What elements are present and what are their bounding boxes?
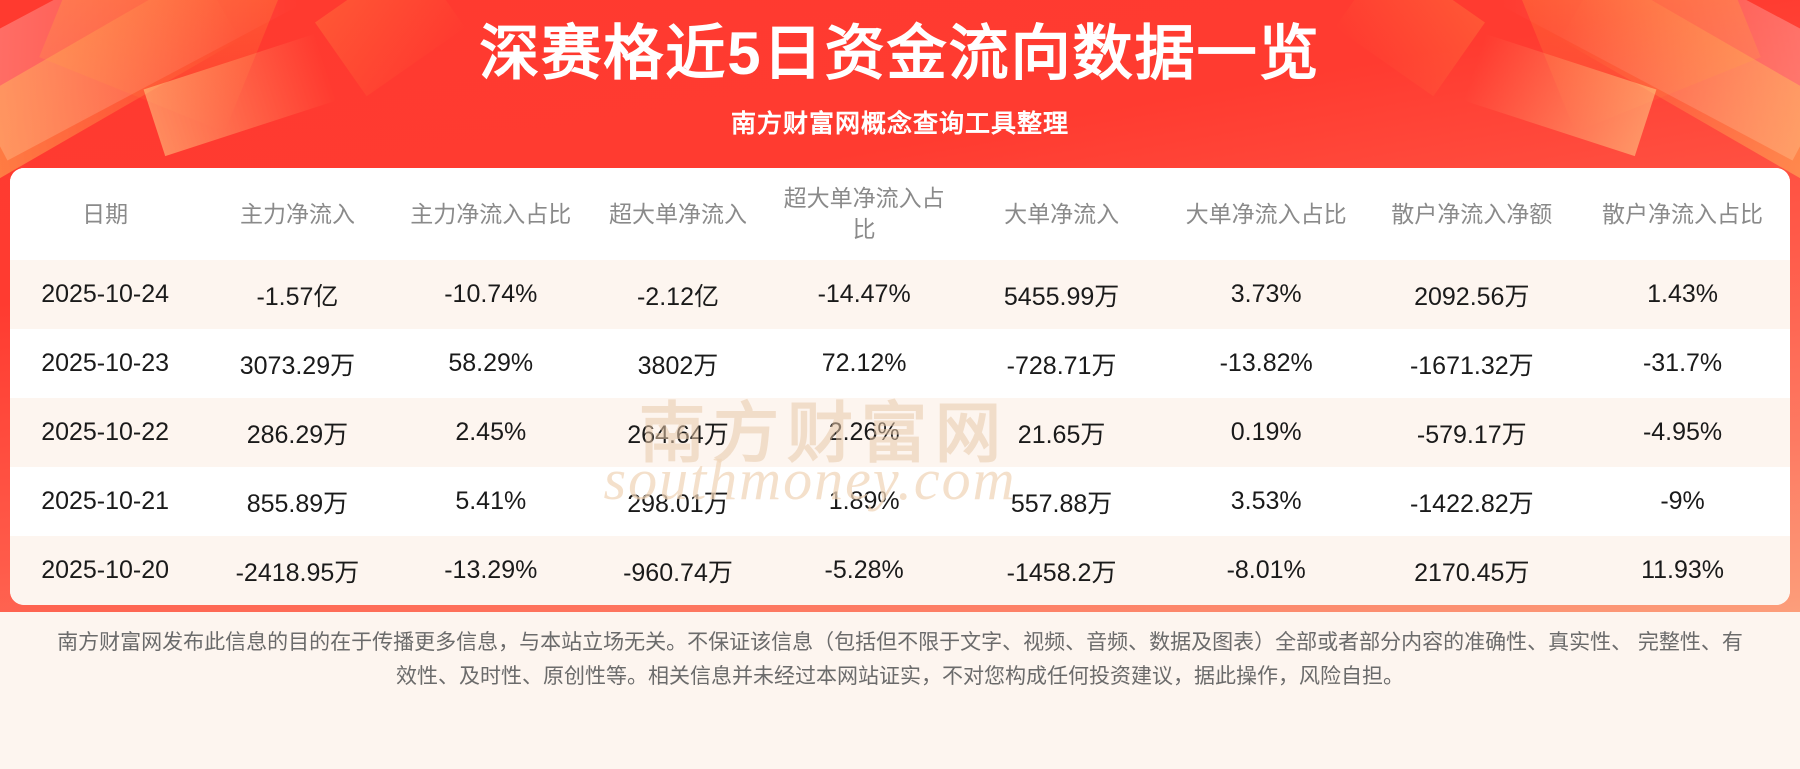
cell-xl-ratio: 2.26% bbox=[769, 398, 960, 467]
table-header-row: 日期 主力净流入 主力净流入占比 超大单净流入 超大单净流入占比 大单净流入 大… bbox=[10, 168, 1790, 260]
table-header: 日期 主力净流入 主力净流入占比 超大单净流入 超大单净流入占比 大单净流入 大… bbox=[10, 168, 1790, 260]
table-row: 2025-10-22 286.29万 2.45% 264.64万 2.26% 2… bbox=[10, 398, 1790, 467]
cell-xl-ratio: 72.12% bbox=[769, 329, 960, 398]
cell-large-net: 21.65万 bbox=[959, 398, 1164, 467]
footer-disclaimer: 南方财富网发布此信息的目的在于传播更多信息，与本站立场无关。不保证该信息（包括但… bbox=[0, 612, 1800, 769]
column-header-main-ratio: 主力净流入占比 bbox=[394, 168, 587, 260]
cell-retail-net: -1671.32万 bbox=[1368, 329, 1576, 398]
column-header-large-ratio: 大单净流入占比 bbox=[1163, 168, 1369, 260]
cell-retail-net: 2092.56万 bbox=[1368, 260, 1576, 329]
data-table-card: 日期 主力净流入 主力净流入占比 超大单净流入 超大单净流入占比 大单净流入 大… bbox=[10, 168, 1790, 605]
cell-xl-net: 298.01万 bbox=[586, 467, 770, 536]
cell-retail-net: -1422.82万 bbox=[1368, 467, 1576, 536]
cell-main-ratio: 5.41% bbox=[394, 467, 587, 536]
column-header-main-net: 主力净流入 bbox=[200, 168, 395, 260]
cell-retail-net: 2170.45万 bbox=[1368, 536, 1576, 605]
page-subtitle: 南方财富网概念查询工具整理 bbox=[730, 110, 1069, 138]
cell-main-net: -2418.95万 bbox=[200, 536, 395, 605]
cell-date: 2025-10-23 bbox=[10, 329, 201, 398]
cell-xl-ratio: -5.28% bbox=[769, 536, 960, 605]
cell-xl-ratio: 1.89% bbox=[769, 467, 960, 536]
cell-date: 2025-10-21 bbox=[10, 467, 201, 536]
cell-large-ratio: 0.19% bbox=[1163, 398, 1369, 467]
cell-large-ratio: 3.53% bbox=[1163, 467, 1369, 536]
cell-retail-ratio: -31.7% bbox=[1575, 329, 1790, 398]
cell-retail-ratio: -4.95% bbox=[1575, 398, 1790, 467]
cell-xl-net: -2.12亿 bbox=[586, 260, 770, 329]
cell-large-ratio: 3.73% bbox=[1163, 260, 1369, 329]
cell-main-net: 855.89万 bbox=[200, 467, 395, 536]
table-body: 2025-10-24 -1.57亿 -10.74% -2.12亿 -14.47%… bbox=[10, 260, 1790, 605]
cell-xl-net: 3802万 bbox=[586, 329, 770, 398]
cell-retail-net: -579.17万 bbox=[1368, 398, 1576, 467]
column-header-xl-net: 超大单净流入 bbox=[586, 168, 770, 260]
table-row: 2025-10-21 855.89万 5.41% 298.01万 1.89% 5… bbox=[10, 467, 1790, 536]
disclaimer-line-2: 完整性、有效性、及时性、原创性等。相关信息并未经过本网站证实，不对您构成任何投资… bbox=[396, 631, 1743, 688]
cell-main-ratio: 2.45% bbox=[394, 398, 587, 467]
fund-flow-table: 日期 主力净流入 主力净流入占比 超大单净流入 超大单净流入占比 大单净流入 大… bbox=[10, 168, 1790, 605]
column-header-large-net: 大单净流入 bbox=[959, 168, 1164, 260]
column-header-retail-ratio: 散户净流入占比 bbox=[1575, 168, 1790, 260]
cell-main-ratio: 58.29% bbox=[394, 329, 587, 398]
cell-large-net: -1458.2万 bbox=[959, 536, 1164, 605]
cell-main-net: 3073.29万 bbox=[200, 329, 395, 398]
cell-main-ratio: -10.74% bbox=[394, 260, 587, 329]
cell-xl-net: 264.64万 bbox=[586, 398, 770, 467]
cell-date: 2025-10-20 bbox=[10, 536, 201, 605]
column-header-xl-ratio: 超大单净流入占比 bbox=[769, 168, 960, 260]
cell-retail-ratio: -9% bbox=[1575, 467, 1790, 536]
cell-large-net: 557.88万 bbox=[959, 467, 1164, 536]
cell-xl-ratio: -14.47% bbox=[769, 260, 960, 329]
cell-retail-ratio: 11.93% bbox=[1575, 536, 1790, 605]
cell-retail-ratio: 1.43% bbox=[1575, 260, 1790, 329]
table-row: 2025-10-24 -1.57亿 -10.74% -2.12亿 -14.47%… bbox=[10, 260, 1790, 329]
cell-main-ratio: -13.29% bbox=[394, 536, 587, 605]
table-row: 2025-10-20 -2418.95万 -13.29% -960.74万 -5… bbox=[10, 536, 1790, 605]
page-title: 深赛格近5日资金流向数据一览 bbox=[479, 20, 1321, 87]
cell-large-net: 5455.99万 bbox=[959, 260, 1164, 329]
cell-xl-net: -960.74万 bbox=[586, 536, 770, 605]
cell-large-ratio: -13.82% bbox=[1163, 329, 1369, 398]
table-row: 2025-10-23 3073.29万 58.29% 3802万 72.12% … bbox=[10, 329, 1790, 398]
cell-date: 2025-10-22 bbox=[10, 398, 201, 467]
cell-main-net: -1.57亿 bbox=[200, 260, 395, 329]
cell-large-ratio: -8.01% bbox=[1163, 536, 1369, 605]
column-header-date: 日期 bbox=[10, 168, 201, 260]
cell-date: 2025-10-24 bbox=[10, 260, 201, 329]
column-header-retail-net: 散户净流入净额 bbox=[1368, 168, 1576, 260]
disclaimer-line-1: 南方财富网发布此信息的目的在于传播更多信息，与本站立场无关。不保证该信息（包括但… bbox=[57, 631, 1633, 654]
cell-large-net: -728.71万 bbox=[959, 329, 1164, 398]
cell-main-net: 286.29万 bbox=[200, 398, 395, 467]
